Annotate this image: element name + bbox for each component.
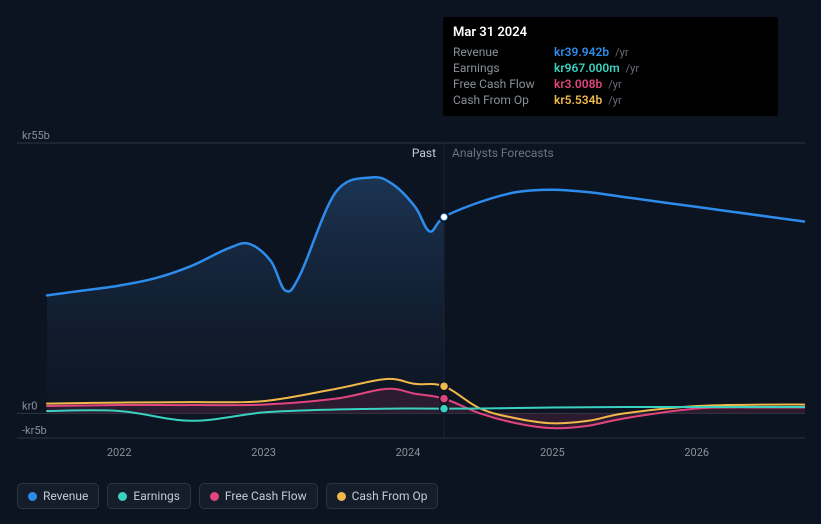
legend-bar: Revenue Earnings Free Cash Flow Cash From O… xyxy=(17,483,438,509)
x-tick-label: 2025 xyxy=(540,446,565,459)
tooltip-row: Revenue kr39.942b/yr xyxy=(453,44,768,60)
legend-swatch xyxy=(210,492,219,501)
tooltip-unit: /yr xyxy=(626,62,639,75)
legend-label: Revenue xyxy=(43,489,88,503)
tooltip-value: kr39.942b xyxy=(554,45,609,59)
region-label-past: Past xyxy=(412,146,436,160)
legend-swatch xyxy=(28,492,37,501)
marker-dot-earnings xyxy=(440,404,449,413)
x-tick-label: 2026 xyxy=(684,446,709,459)
x-tick-label: 2024 xyxy=(396,446,421,459)
legend-label: Cash From Op xyxy=(352,489,428,503)
tooltip-label: Revenue xyxy=(453,45,548,59)
legend-item-earnings[interactable]: Earnings xyxy=(107,483,191,509)
x-tick-label: 2023 xyxy=(251,446,276,459)
marker-dot-fcf xyxy=(440,394,449,403)
legend-item-cashop[interactable]: Cash From Op xyxy=(326,483,439,509)
tooltip-value: kr967.000m xyxy=(554,61,620,75)
tooltip-row: Earnings kr967.000m/yr xyxy=(453,60,768,76)
chart-tooltip: Mar 31 2024 Revenue kr39.942b/yr Earnings k… xyxy=(443,17,778,116)
y-tick-label: kr0 xyxy=(22,399,38,412)
tooltip-date: Mar 31 2024 xyxy=(453,25,768,40)
legend-item-revenue[interactable]: Revenue xyxy=(17,483,99,509)
tooltip-row: Free Cash Flow kr3.008b/yr xyxy=(453,76,768,92)
y-tick-label: -kr5b xyxy=(22,424,47,437)
marker-dot-cashop xyxy=(440,382,449,391)
legend-label: Free Cash Flow xyxy=(225,489,307,503)
tooltip-unit: /yr xyxy=(608,94,621,107)
tooltip-label: Earnings xyxy=(453,61,548,75)
x-tick-label: 2022 xyxy=(107,446,132,459)
tooltip-value: kr5.534b xyxy=(554,93,602,107)
legend-item-fcf[interactable]: Free Cash Flow xyxy=(199,483,318,509)
tooltip-unit: /yr xyxy=(608,78,621,91)
tooltip-label: Free Cash Flow xyxy=(453,77,548,91)
marker-dot-revenue-inner xyxy=(441,214,447,220)
tooltip-value: kr3.008b xyxy=(554,77,602,91)
tooltip-label: Cash From Op xyxy=(453,93,548,107)
y-tick-label: kr55b xyxy=(22,129,50,142)
tooltip-unit: /yr xyxy=(615,46,628,59)
legend-swatch xyxy=(118,492,127,501)
tooltip-row: Cash From Op kr5.534b/yr xyxy=(453,92,768,108)
legend-label: Earnings xyxy=(133,489,180,503)
legend-swatch xyxy=(337,492,346,501)
region-label-forecast: Analysts Forecasts xyxy=(452,146,554,160)
